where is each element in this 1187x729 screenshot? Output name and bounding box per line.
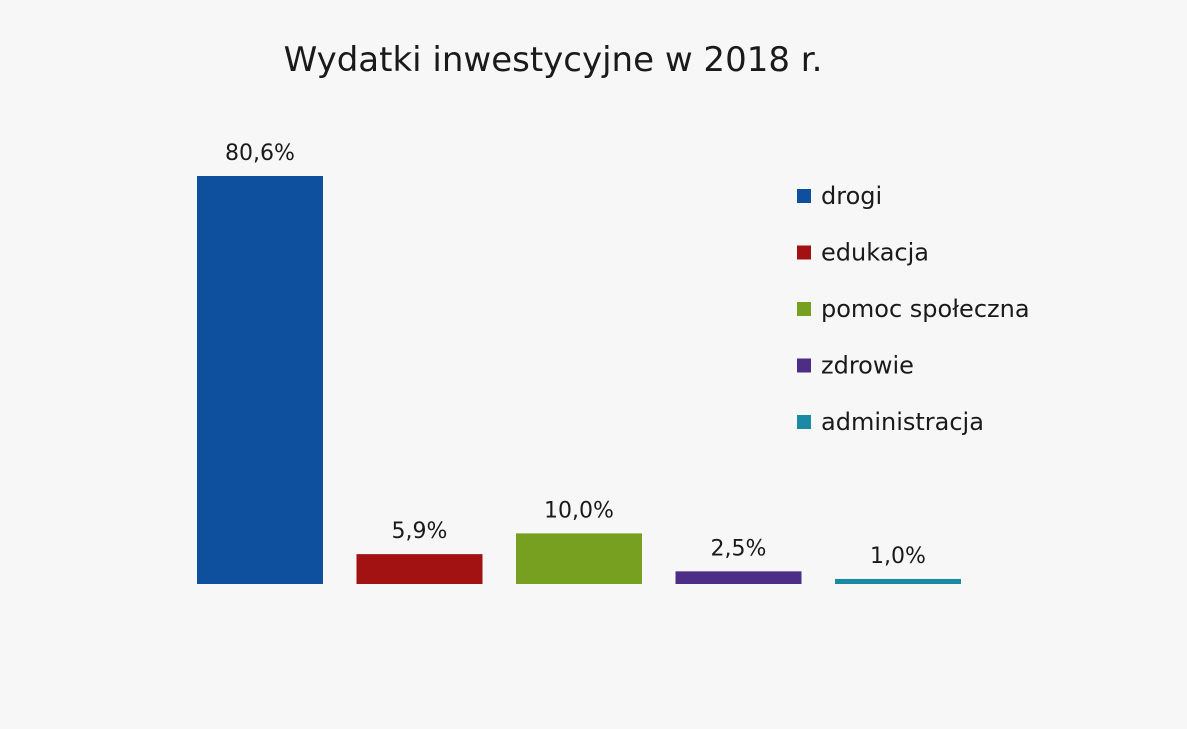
legend: drogi edukacja pomoc społeczna zdrowie admin… bbox=[797, 182, 1030, 436]
data-label-3: 2,5% bbox=[711, 536, 767, 561]
data-label-4: 1,0% bbox=[870, 544, 926, 569]
legend-label-4: administracja bbox=[821, 408, 984, 436]
legend-swatch-0 bbox=[797, 189, 811, 203]
bar-4 bbox=[835, 578, 961, 584]
legend-label-1: edukacja bbox=[821, 239, 929, 267]
data-label-1: 5,9% bbox=[392, 519, 448, 544]
legend-swatch-1 bbox=[797, 245, 811, 260]
legend-label-3: zdrowie bbox=[821, 352, 914, 380]
legend-swatch-2 bbox=[797, 302, 811, 316]
legend-label-2: pomoc społeczna bbox=[821, 295, 1030, 323]
bar-0 bbox=[197, 176, 323, 584]
data-label-2: 10,0% bbox=[544, 498, 614, 523]
bar-3 bbox=[675, 571, 802, 584]
bar-2 bbox=[516, 533, 642, 584]
data-label-0: 80,6% bbox=[225, 141, 295, 166]
legend-swatch-3 bbox=[797, 358, 811, 373]
chart-title: Wydatki inwestycyjne w 2018 r. bbox=[283, 40, 823, 80]
legend-label-0: drogi bbox=[821, 182, 882, 210]
bar-1 bbox=[356, 554, 483, 584]
legend-swatch-4 bbox=[797, 415, 811, 429]
